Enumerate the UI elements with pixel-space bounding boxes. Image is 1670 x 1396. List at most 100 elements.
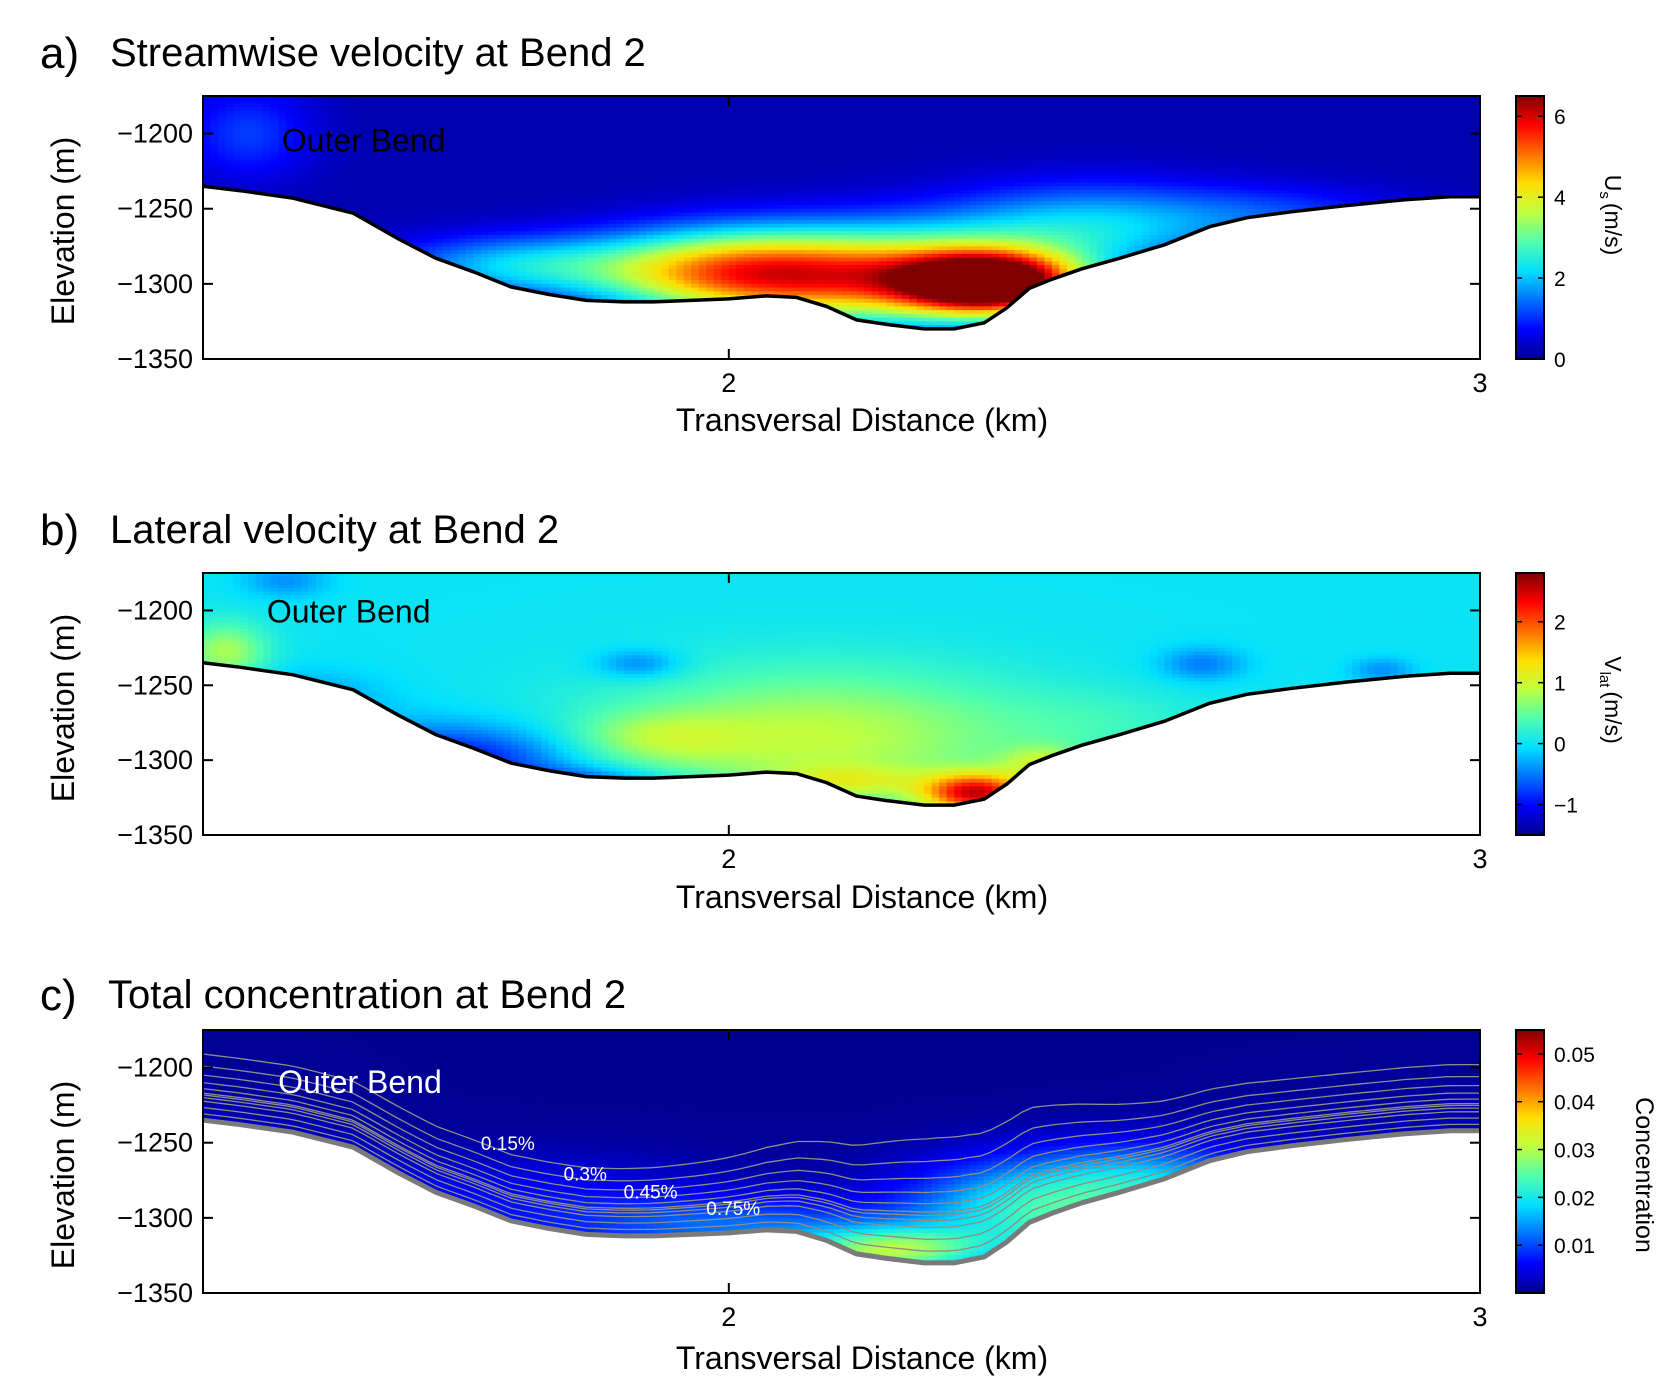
field-cell <box>1059 129 1068 135</box>
field-cell <box>758 156 767 161</box>
field-cell <box>1457 103 1466 108</box>
field-cell <box>991 99 1000 105</box>
field-cell <box>736 137 745 142</box>
field-cell <box>1021 129 1030 135</box>
field-cell <box>1239 129 1248 135</box>
field-cell <box>931 182 940 187</box>
field-cell <box>894 126 903 131</box>
field-cell <box>811 201 820 206</box>
field-cell <box>435 167 444 172</box>
field-cell <box>864 122 873 127</box>
field-cell <box>210 96 219 101</box>
field-cell <box>1239 201 1248 206</box>
field-cell <box>203 201 212 206</box>
field-cell <box>248 133 257 138</box>
field-cell <box>1344 152 1353 157</box>
field-cell <box>661 163 670 168</box>
field-cell <box>1397 182 1406 187</box>
field-cell <box>495 186 505 191</box>
field-cell <box>1412 99 1421 105</box>
field-cell <box>924 197 933 202</box>
field-cell <box>383 99 392 105</box>
field-cell <box>818 197 828 202</box>
field-cell <box>1404 96 1413 101</box>
field-cell <box>270 111 279 116</box>
field-cell <box>1156 186 1166 191</box>
field-cell <box>991 163 1000 168</box>
field-cell <box>503 163 512 168</box>
field-cell <box>390 174 399 180</box>
field-cell <box>1149 182 1158 187</box>
field-cell <box>353 144 362 150</box>
field-cell <box>1036 201 1045 206</box>
field-cell <box>1419 174 1429 180</box>
field-cell <box>1412 118 1421 123</box>
field-cell <box>773 193 782 199</box>
field-cell <box>308 141 317 146</box>
field-cell <box>833 167 843 172</box>
field-cell <box>1337 159 1346 165</box>
field-cell <box>225 152 234 157</box>
field-cell <box>676 178 685 184</box>
field-cell <box>503 141 512 146</box>
field-cell <box>826 114 835 120</box>
field-cell <box>736 197 745 202</box>
field-cell <box>1224 129 1233 135</box>
field-cell <box>1412 201 1421 206</box>
field-cell <box>713 118 722 123</box>
field-cell <box>338 96 347 101</box>
field-cell <box>1434 141 1444 146</box>
field-cell <box>818 156 828 161</box>
field-cell <box>218 148 227 153</box>
field-cell <box>1292 141 1301 146</box>
field-cell <box>593 152 602 157</box>
field-cell <box>1247 133 1256 138</box>
field-cell <box>736 152 745 157</box>
field-cell <box>1269 148 1278 153</box>
field-cell <box>931 129 940 135</box>
field-cell <box>608 118 617 123</box>
field-cell <box>1217 99 1226 105</box>
field-cell <box>894 189 903 195</box>
field-cell <box>541 204 550 210</box>
field-cell <box>1224 201 1233 206</box>
field-cell <box>1277 126 1286 131</box>
field-cell <box>1059 118 1068 123</box>
field-cell <box>1141 99 1151 105</box>
field-cell <box>465 174 475 180</box>
field-cell <box>1156 99 1166 105</box>
field-cell <box>1254 201 1263 206</box>
field-cell <box>818 193 828 199</box>
field-cell <box>225 107 234 112</box>
field-cell <box>1156 133 1166 138</box>
field-cell <box>533 122 542 127</box>
field-cell <box>1126 189 1136 195</box>
field-cell <box>803 129 813 135</box>
field-cell <box>548 118 557 123</box>
field-cell <box>668 114 677 120</box>
field-cell <box>796 111 805 116</box>
field-cell <box>1044 114 1053 120</box>
field-cell <box>788 159 798 165</box>
field-cell <box>683 137 692 142</box>
field-cell <box>676 159 685 165</box>
field-cell <box>1284 182 1293 187</box>
field-cell <box>1472 174 1480 180</box>
field-cell <box>1292 167 1301 172</box>
field-cell <box>390 186 399 191</box>
field-cell <box>788 122 798 127</box>
field-cell <box>458 129 467 135</box>
field-cell <box>233 159 242 165</box>
field-cell <box>1172 107 1181 112</box>
field-cell <box>1021 141 1030 146</box>
field-cell <box>210 171 219 176</box>
field-cell <box>1036 178 1045 184</box>
field-cell <box>1006 148 1015 153</box>
field-cell <box>1277 163 1286 168</box>
field-cell <box>623 96 632 101</box>
field-cell <box>1254 182 1263 187</box>
field-cell <box>1141 103 1151 108</box>
field-cell <box>1096 167 1106 172</box>
field-cell <box>901 133 910 138</box>
field-cell <box>811 144 820 150</box>
